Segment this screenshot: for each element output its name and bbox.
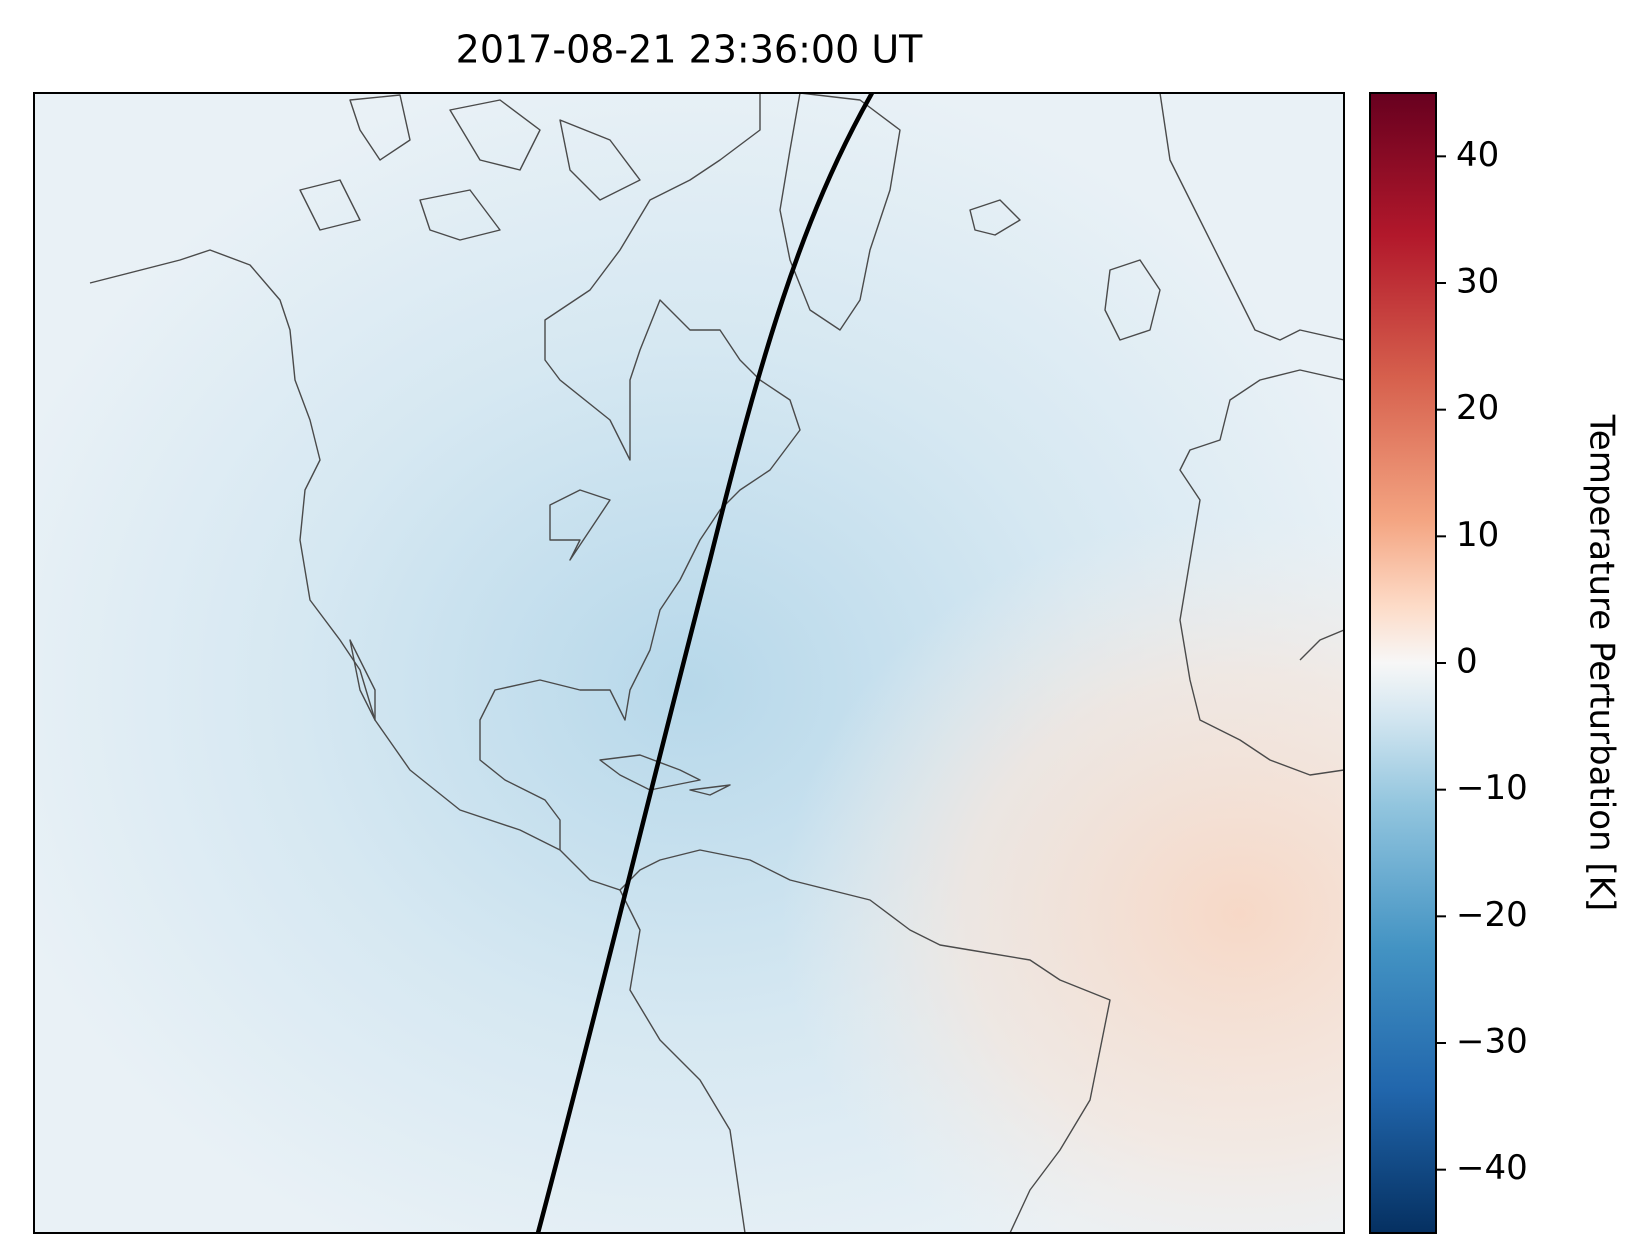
colorbar-tick-label: −30 [1456, 1022, 1528, 1062]
coastline [1179, 369, 1344, 776]
colorbar-tick-label: −40 [1456, 1148, 1528, 1188]
coastline [1104, 259, 1161, 341]
colorbar: Temperature Perturbation [K] −40 −30 −20 −1… [1369, 92, 1622, 1234]
coastline [779, 93, 901, 331]
coastline [89, 249, 1111, 1233]
coastline [619, 889, 746, 1233]
colorbar-tick-label: −20 [1456, 895, 1528, 935]
map [34, 93, 1344, 1233]
colorbar-tick-label: −10 [1456, 768, 1528, 808]
coastline [969, 199, 1021, 236]
colorbar-scale [1369, 92, 1437, 1234]
colorbar-label: Temperature Perturbation [K] [1582, 414, 1622, 911]
coastline [299, 94, 641, 241]
temperature-field-warm [34, 93, 1344, 1233]
colorbar-tick-label: 10 [1456, 515, 1499, 555]
map-frame [33, 92, 1345, 1234]
coastline [599, 754, 731, 796]
coastline [549, 489, 611, 561]
map-title: 2017-08-21 23:36:00 UT [456, 28, 923, 72]
coastline [1159, 93, 1344, 341]
colorbar-tick-label: 40 [1456, 135, 1499, 175]
eclipse-path [535, 93, 874, 1233]
colorbar-tick-label: 0 [1456, 642, 1478, 682]
colorbar-tick-label: 30 [1456, 262, 1499, 302]
coastline [349, 639, 376, 721]
coastline [479, 93, 801, 850]
coastline [1299, 629, 1344, 661]
colorbar-tick-label: 20 [1456, 388, 1499, 428]
